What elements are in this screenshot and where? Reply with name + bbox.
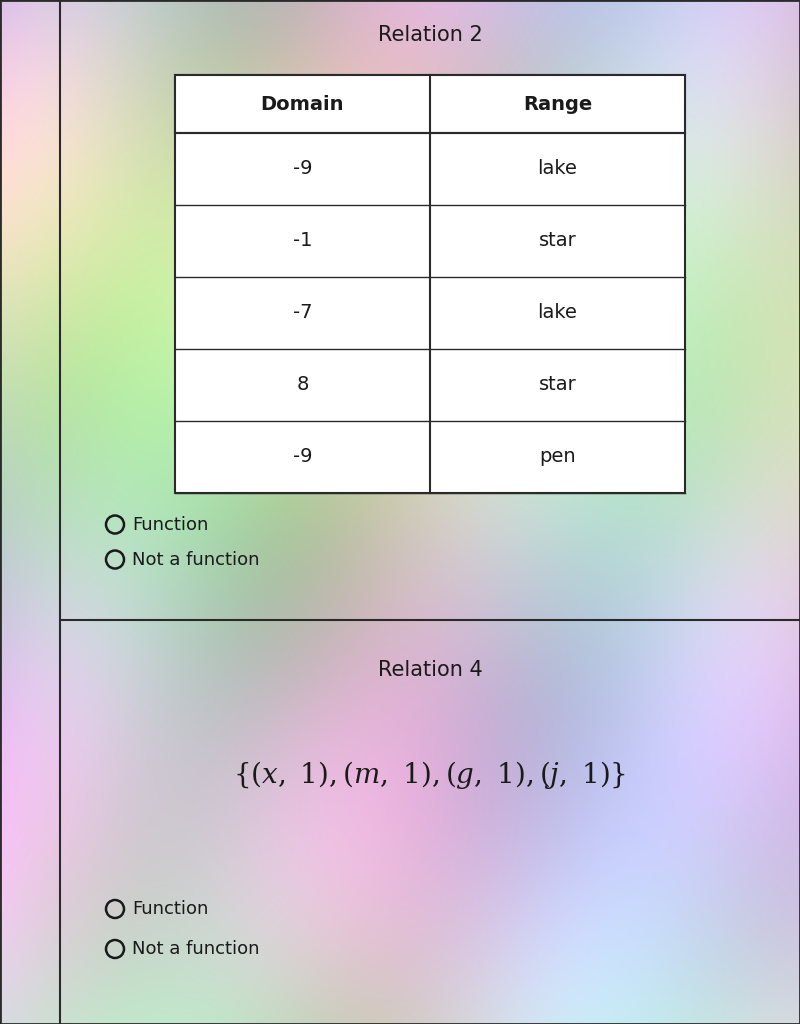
Text: Function: Function (132, 900, 208, 918)
Text: Relation 4: Relation 4 (378, 659, 482, 680)
Text: Range: Range (523, 94, 592, 114)
Text: lake: lake (538, 303, 578, 323)
Text: Not a function: Not a function (132, 940, 259, 958)
Text: lake: lake (538, 160, 578, 178)
Text: star: star (538, 231, 576, 251)
Text: Not a function: Not a function (132, 551, 259, 568)
Text: Relation 2: Relation 2 (378, 25, 482, 45)
Bar (175, 75, 685, 493)
Text: Domain: Domain (261, 94, 344, 114)
Text: $\{(x,\ 1),(m,\ 1),(g,\ 1),(j,\ 1)\}$: $\{(x,\ 1),(m,\ 1),(g,\ 1),(j,\ 1)\}$ (234, 759, 626, 791)
Text: pen: pen (539, 447, 576, 467)
Text: Function: Function (132, 515, 208, 534)
Text: star: star (538, 376, 576, 394)
Text: -9: -9 (293, 160, 312, 178)
Text: -1: -1 (293, 231, 312, 251)
Text: -9: -9 (293, 447, 312, 467)
Text: -7: -7 (293, 303, 312, 323)
Bar (175, 75, 685, 133)
Text: 8: 8 (296, 376, 309, 394)
Bar (0, 0, 60, 1024)
